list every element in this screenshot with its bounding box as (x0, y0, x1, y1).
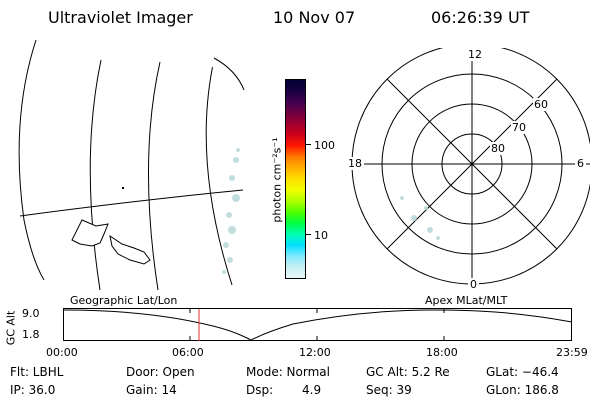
polar-ring-label-60: 60 (533, 98, 549, 111)
colorbar-label: photon cm⁻²s⁻¹ (270, 137, 284, 223)
time-label: 06:26:39 UT (431, 8, 530, 27)
timeline-x-tick-label: 23:59 (556, 346, 588, 359)
gain-value: Gain: 14 (126, 383, 177, 397)
latitude-line (19, 189, 244, 217)
polar-label-18: 18 (346, 157, 364, 170)
colorbar-tick-label: 100 (314, 139, 335, 152)
glon-value: GLon: 186.8 (486, 383, 559, 397)
dsp-value: 4.9 (302, 383, 322, 397)
polar-ring-label-70: 70 (511, 121, 527, 134)
small-island-dot (122, 187, 124, 189)
gc-alt-value: GC Alt: 5.2 Re (366, 365, 450, 379)
polar-label-6: 6 (575, 157, 586, 170)
timeline-y-min: 1.8 (22, 328, 40, 341)
aurora-speckle (222, 148, 240, 274)
timeline-x-tick-label: 12:00 (299, 346, 331, 359)
colorbar-tick (306, 144, 311, 145)
timeline-y-max: 9.0 (22, 307, 40, 320)
timeline-x-tick-label: 18:00 (426, 346, 458, 359)
timeline-right-title: Apex MLat/MLT (425, 294, 508, 307)
colorbar (285, 79, 306, 279)
ip-value: IP: 36.0 (10, 383, 56, 397)
timeline-left-title: Geographic Lat/Lon (70, 294, 178, 307)
landmass-north (71, 219, 109, 247)
timeline-y-label-wrap: GC Alt (2, 310, 20, 346)
colorbar-tick-label: 10 (314, 229, 328, 242)
polar-plot (351, 48, 590, 285)
flt-value: Flt: LBHL (10, 365, 64, 379)
geographic-map-panel (18, 40, 245, 290)
timeline-plot (63, 308, 573, 341)
mode-value: Mode: Normal (246, 365, 330, 379)
app-title: Ultraviolet Imager (48, 8, 193, 27)
timeline-y-label: GC Alt (4, 310, 18, 346)
landmass-south (109, 234, 151, 265)
door-value: Door: Open (126, 365, 195, 379)
glat-value: GLat: −46.4 (486, 365, 559, 379)
meridian-line (205, 59, 233, 286)
altitude-curve (63, 309, 573, 341)
meridian-line (89, 59, 102, 290)
limb-arc (213, 57, 245, 91)
dsp-label: Dsp: (246, 383, 274, 397)
colorbar-tick (306, 234, 311, 235)
timeline-x-tick-label: 00:00 (46, 346, 78, 359)
aurora-speckle (400, 196, 440, 240)
meridian-line (18, 40, 45, 281)
date-label: 10 Nov 07 (273, 8, 356, 27)
polar-label-0: 0 (468, 278, 479, 291)
polar-label-12: 12 (466, 48, 484, 61)
meridian-line (148, 61, 161, 290)
polar-ring-label-80: 80 (490, 142, 506, 155)
timeline-x-tick-label: 06:00 (172, 346, 204, 359)
seq-value: Seq: 39 (366, 383, 412, 397)
